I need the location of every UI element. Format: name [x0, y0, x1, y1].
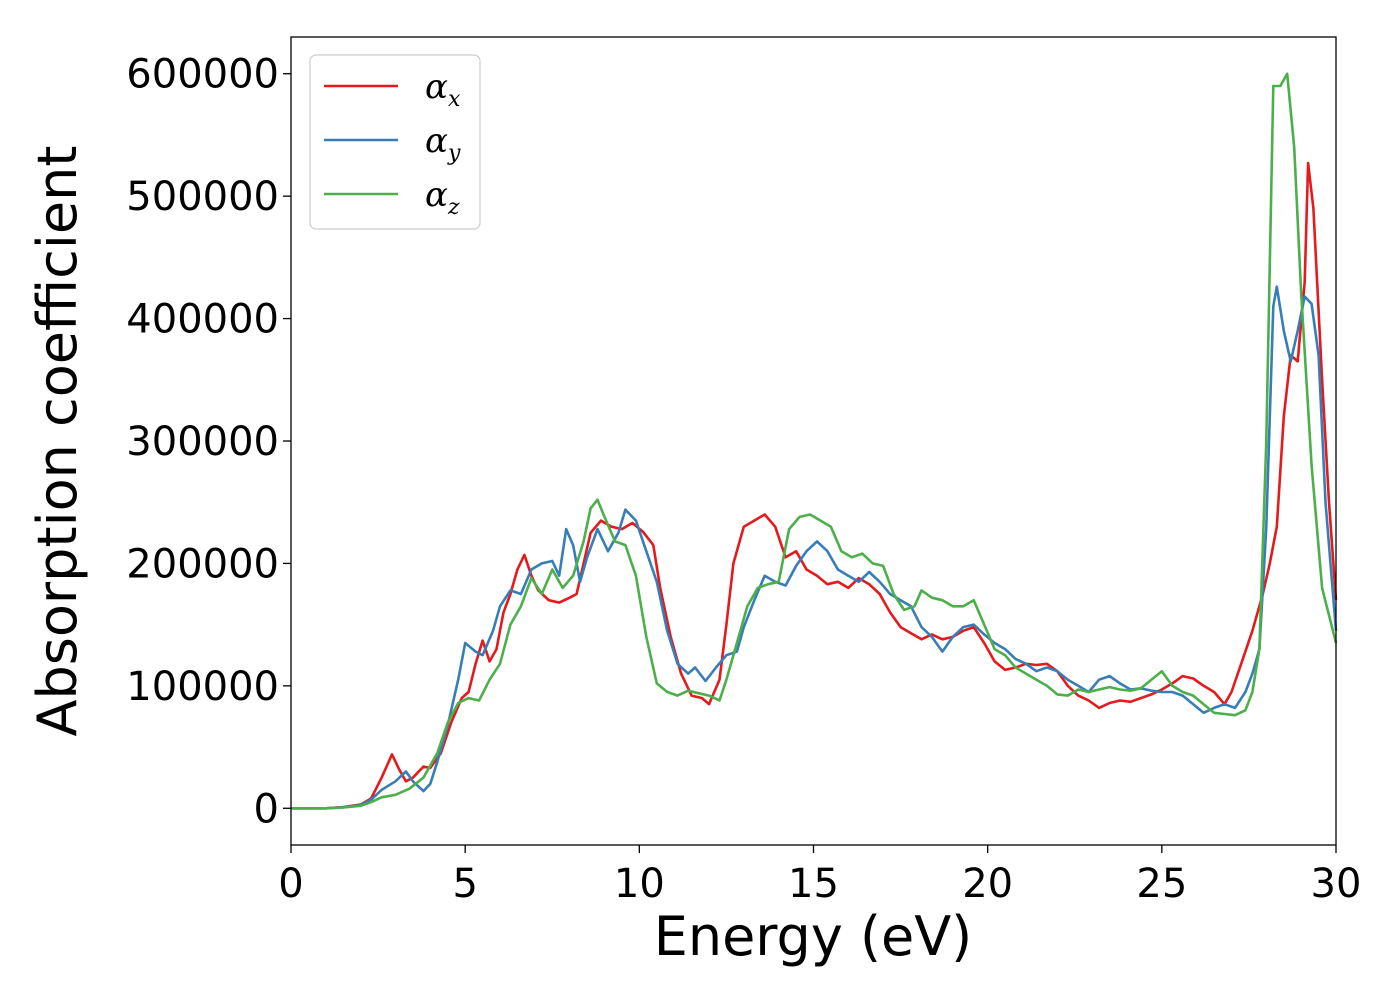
legend-subscript: z	[447, 195, 460, 220]
legend-subscript: x	[448, 87, 461, 112]
x-tick-label: 20	[962, 861, 1013, 907]
x-tick-label: 30	[1311, 861, 1362, 907]
y-tick-label: 400000	[126, 297, 279, 343]
series-layer	[291, 72, 1338, 810]
legend-symbol: α	[425, 121, 448, 161]
y-tick-label: 200000	[126, 541, 279, 587]
y-tick-label: 300000	[126, 419, 279, 465]
x-axis-ticks: 0 5 10 15 20 25 30	[278, 845, 1361, 907]
y-tick-label: 0	[254, 786, 279, 832]
y-axis-label: Absorption coefficient	[26, 146, 89, 737]
legend-symbol: α	[425, 175, 448, 215]
legend-box	[309, 54, 481, 230]
y-tick-label: 100000	[126, 664, 279, 710]
legend-label-alpha-y: αy	[425, 121, 461, 166]
x-tick-label: 0	[278, 861, 303, 907]
y-tick-label: 600000	[126, 52, 279, 98]
series-line-alpha-y	[291, 285, 1338, 810]
x-tick-label: 15	[788, 861, 839, 907]
legend-symbol: α	[425, 67, 448, 107]
legend-label-alpha-x: αx	[425, 67, 461, 112]
series-line-alpha-z	[291, 72, 1338, 810]
legend-subscript: y	[447, 141, 461, 166]
y-tick-label: 500000	[126, 174, 279, 220]
series-line-alpha-x	[291, 161, 1338, 810]
x-tick-label: 25	[1136, 861, 1187, 907]
x-tick-label: 10	[614, 861, 665, 907]
legend-label-alpha-z: αz	[425, 175, 460, 220]
y-axis-ticks: 0 100000 200000 300000 400000 500000 600000	[126, 52, 291, 832]
x-tick-label: 5	[452, 861, 477, 907]
x-axis-label: Energy (eV)	[654, 905, 973, 968]
